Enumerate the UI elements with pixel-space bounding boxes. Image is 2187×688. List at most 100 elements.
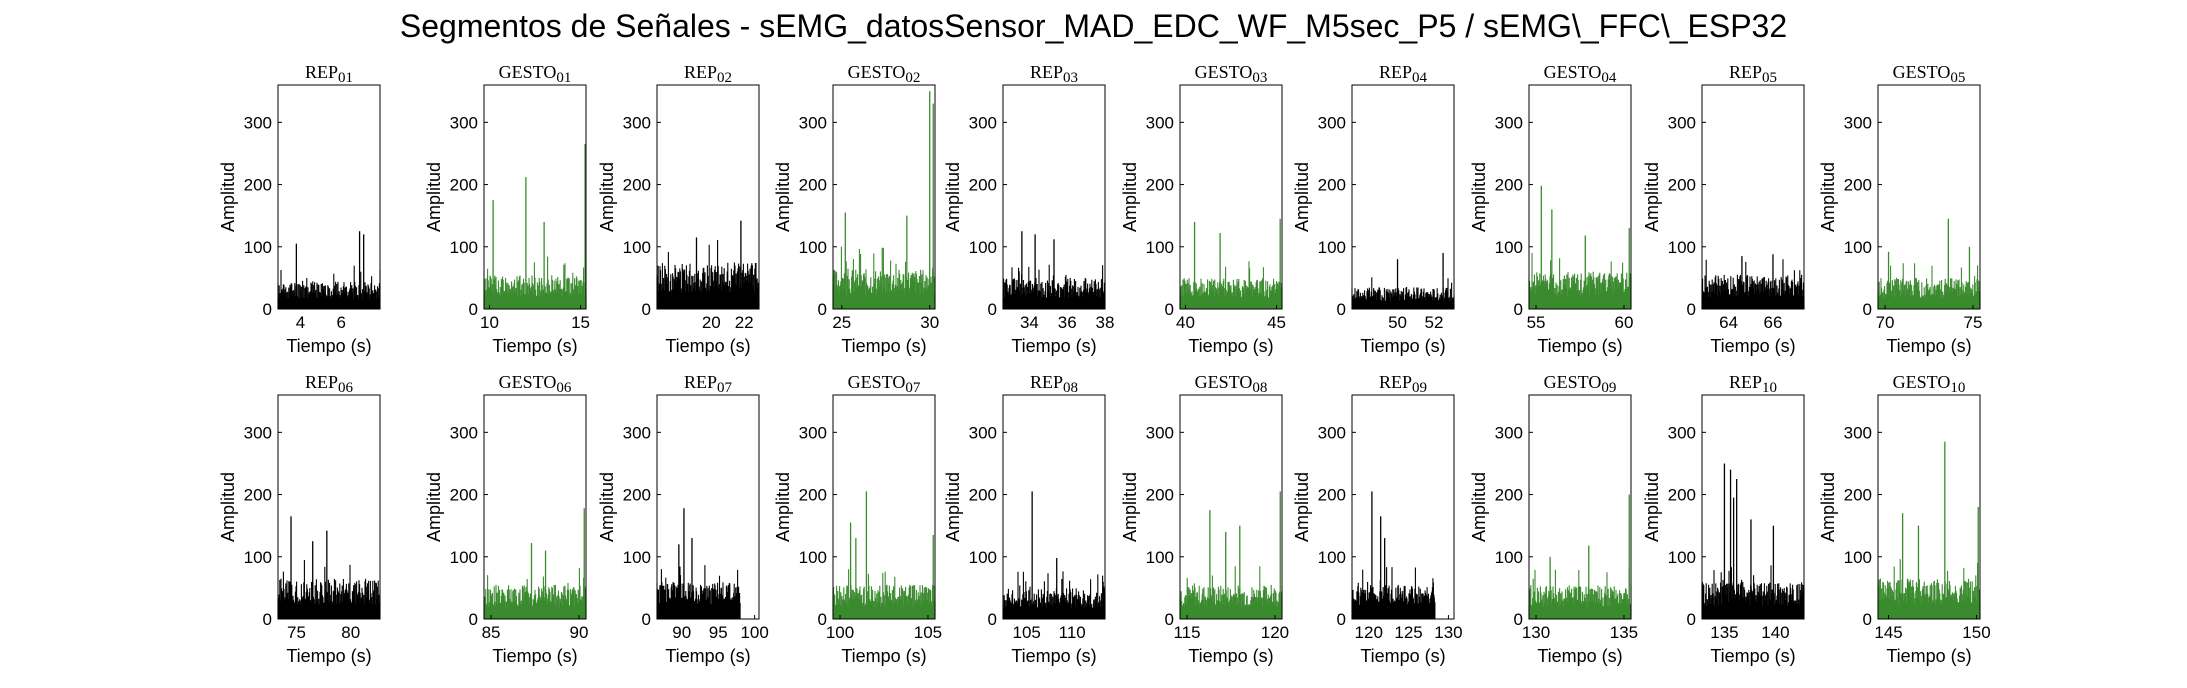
y-tick-label: 0: [1165, 300, 1174, 319]
panel-title: GESTO04: [1544, 62, 1617, 86]
y-tick-label: 200: [244, 176, 272, 195]
y-axis-label: Amplitud: [1292, 472, 1312, 542]
y-tick-label: 300: [969, 423, 997, 442]
y-tick-label: 200: [969, 176, 997, 195]
y-axis-label: Amplitud: [1818, 162, 1838, 232]
y-axis-label: Amplitud: [1120, 162, 1140, 232]
y-axis-label: Amplitud: [773, 472, 793, 542]
panel-title: REP03: [1030, 62, 1078, 86]
axes-box: [1351, 394, 1455, 620]
x-axis-label: Tiempo (s): [665, 646, 750, 666]
panel-17: 0 100 200 300 130 135 GESTO09 Amplitud Tiempo (s…: [1469, 372, 1638, 666]
y-tick-label: 0: [642, 610, 651, 629]
x-axis-label: Tiempo (s): [286, 646, 371, 666]
y-tick-label: 300: [1318, 113, 1346, 132]
y-axis-label: Amplitud: [773, 162, 793, 232]
x-tick-label: 20: [702, 313, 721, 332]
x-tick-label: 66: [1763, 313, 1782, 332]
y-tick-label: 100: [450, 548, 478, 567]
y-tick-label: 100: [969, 238, 997, 257]
y-tick-label: 100: [1318, 238, 1346, 257]
y-tick-label: 300: [1668, 113, 1696, 132]
y-tick-label: 0: [1514, 610, 1523, 629]
y-tick-label: 300: [1668, 423, 1696, 442]
y-tick-label: 100: [1668, 548, 1696, 567]
y-tick-label: 300: [450, 423, 478, 442]
y-tick-label: 100: [244, 548, 272, 567]
x-tick-label: 110: [1059, 623, 1086, 642]
panel-05: 0 100 200 300 40 45 GESTO03 Amplitud Tiempo (s): [1120, 62, 1286, 356]
axes-box: [483, 84, 587, 310]
x-tick-label: 75: [1964, 313, 1983, 332]
y-tick-label: 0: [1165, 610, 1174, 629]
y-tick-label: 200: [969, 486, 997, 505]
axes-box: [1351, 84, 1455, 310]
axes-box: [1701, 394, 1805, 620]
x-tick-label: 40: [1176, 313, 1195, 332]
x-tick-label: 115: [1173, 623, 1200, 642]
panel-title: GESTO06: [499, 372, 572, 396]
y-tick-label: 100: [1146, 238, 1174, 257]
panel-title: REP10: [1729, 372, 1777, 396]
x-axis-label: Tiempo (s): [1360, 646, 1445, 666]
panel-12: 0 100 200 300 90 95 100 REP07 Amplitud Tiempo (s): [597, 372, 769, 666]
panel-10: 0 100 200 300 75 80 REP06 Amplitud Tiempo (s): [218, 372, 381, 666]
x-tick-label: 60: [1615, 313, 1634, 332]
y-tick-label: 100: [1318, 548, 1346, 567]
y-axis-label: Amplitud: [424, 162, 444, 232]
y-tick-label: 300: [1146, 423, 1174, 442]
axes-box: [656, 84, 760, 310]
y-axis-label: Amplitud: [1469, 472, 1489, 542]
axes-box: [832, 84, 936, 310]
x-axis-label: Tiempo (s): [665, 336, 750, 356]
panel-04: 0 100 200 300 34 36 38 REP03 Amplitud Tiempo (s): [943, 62, 1114, 356]
y-tick-label: 200: [1668, 486, 1696, 505]
x-tick-label: 100: [826, 623, 854, 642]
x-axis-label: Tiempo (s): [492, 646, 577, 666]
panel-title: GESTO10: [1893, 372, 1966, 396]
panel-09: 0 100 200 300 70 75 GESTO05 Amplitud Tiempo (s): [1818, 62, 1982, 356]
y-tick-label: 300: [450, 113, 478, 132]
y-tick-label: 200: [623, 486, 651, 505]
y-tick-label: 200: [623, 176, 651, 195]
signal-rep: [1701, 259, 1805, 309]
y-tick-label: 300: [799, 113, 827, 132]
y-axis-label: Amplitud: [597, 162, 617, 232]
x-tick-label: 90: [672, 623, 691, 642]
panel-15: 0 100 200 300 115 120 GESTO08 Amplitud Tiempo (s…: [1120, 372, 1289, 666]
axes-box: [1179, 84, 1283, 310]
y-axis-label: Amplitud: [1642, 162, 1662, 232]
y-tick-label: 200: [450, 176, 478, 195]
y-tick-label: 0: [263, 300, 272, 319]
y-tick-label: 100: [623, 238, 651, 257]
x-axis-label: Tiempo (s): [1188, 336, 1273, 356]
signal-rep: [277, 265, 381, 309]
y-tick-label: 0: [1863, 610, 1872, 629]
signal-gesto: [1179, 566, 1283, 619]
x-axis-label: Tiempo (s): [841, 646, 926, 666]
y-axis-label: Amplitud: [943, 162, 963, 232]
y-tick-label: 300: [1844, 113, 1872, 132]
panel-title: GESTO09: [1544, 372, 1617, 396]
y-axis-label: Amplitud: [424, 472, 444, 542]
x-tick-label: 15: [571, 313, 590, 332]
x-tick-label: 10: [480, 313, 499, 332]
y-tick-label: 100: [1495, 238, 1523, 257]
y-tick-label: 200: [1146, 486, 1174, 505]
y-tick-label: 300: [1146, 113, 1174, 132]
x-axis-label: Tiempo (s): [1188, 646, 1273, 666]
panel-title: GESTO05: [1893, 62, 1966, 86]
x-axis-label: Tiempo (s): [1011, 336, 1096, 356]
panel-07: 0 100 200 300 55 60 GESTO04 Amplitud Tiempo (s): [1469, 62, 1633, 356]
axes-box: [277, 394, 381, 620]
panel-title: GESTO02: [848, 62, 921, 86]
y-tick-label: 0: [818, 300, 827, 319]
y-tick-label: 300: [623, 423, 651, 442]
axes-box: [1528, 84, 1632, 310]
panel-title: GESTO03: [1195, 62, 1268, 86]
axes-box: [1528, 394, 1632, 620]
y-tick-label: 200: [1318, 486, 1346, 505]
axes-box: [656, 394, 760, 620]
axes-box: [1877, 84, 1981, 310]
y-tick-label: 200: [1495, 176, 1523, 195]
